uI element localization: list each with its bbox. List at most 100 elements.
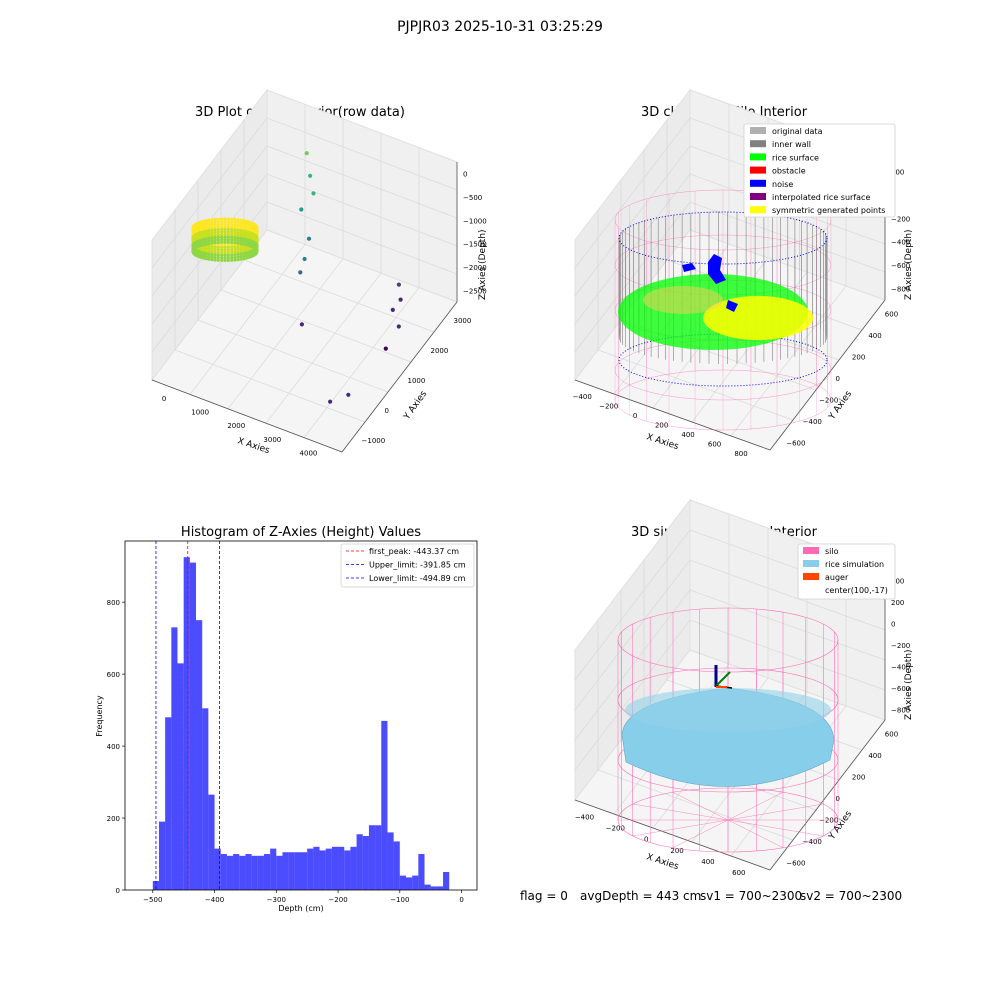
cluster-point bbox=[207, 252, 211, 256]
legend-label: obstacle bbox=[772, 167, 806, 176]
x-tick-label: 200 bbox=[655, 421, 668, 429]
histogram-bar bbox=[177, 663, 184, 890]
cluster-point bbox=[199, 230, 203, 234]
grid-line bbox=[574, 201, 886, 353]
x-tick-label: −400 bbox=[573, 393, 592, 401]
histogram-bar bbox=[214, 848, 221, 890]
status-footer: flag = 0 avgDepth = 443 cm sv1 = 700~230… bbox=[520, 889, 902, 903]
cluster-point bbox=[202, 232, 206, 236]
data-point bbox=[383, 346, 388, 351]
noise-cluster bbox=[726, 300, 738, 312]
legend-label: silo bbox=[825, 547, 839, 556]
cluster-point bbox=[204, 232, 208, 236]
cluster-point bbox=[216, 228, 220, 232]
raw-plot-main-cluster bbox=[191, 217, 259, 262]
cluster-point bbox=[213, 248, 217, 252]
grid-line bbox=[303, 147, 420, 438]
cluster-point bbox=[244, 248, 248, 252]
silo-floor-spoke bbox=[632, 819, 729, 837]
cluster-point bbox=[230, 235, 234, 239]
cluster-point bbox=[223, 233, 227, 237]
cluster-point bbox=[244, 243, 248, 247]
cluster-point bbox=[220, 258, 224, 262]
legend-swatch bbox=[750, 206, 766, 214]
cluster-point bbox=[199, 243, 203, 247]
cluster-point bbox=[204, 224, 208, 228]
grid-line bbox=[227, 118, 344, 410]
cluster-point bbox=[202, 248, 206, 252]
cluster-point bbox=[226, 248, 230, 252]
cluster-point bbox=[207, 255, 211, 259]
x-tick-label: −400 bbox=[205, 896, 224, 904]
cluster-point bbox=[236, 245, 240, 249]
histogram-bar bbox=[282, 852, 289, 890]
cluster-point bbox=[216, 235, 220, 239]
cluster-point bbox=[202, 219, 206, 223]
cluster-point bbox=[230, 228, 234, 232]
cluster-point bbox=[202, 227, 206, 231]
raw-plot-outlier-points bbox=[298, 151, 403, 404]
cluster-point bbox=[233, 253, 237, 257]
cluster-point bbox=[239, 234, 243, 238]
legend-label: rice simulation bbox=[825, 560, 884, 569]
cluster-point bbox=[220, 248, 224, 252]
cluster-point bbox=[202, 224, 206, 229]
cluster-point bbox=[239, 252, 243, 256]
y-tick-label: 600 bbox=[885, 731, 898, 739]
cluster-point bbox=[239, 218, 243, 222]
cluster-point bbox=[244, 256, 248, 260]
raw-plot-axes-box bbox=[151, 88, 458, 453]
cluster-point bbox=[223, 222, 227, 226]
cluster-point bbox=[213, 253, 217, 257]
cluster-point bbox=[226, 243, 230, 247]
cluster-point bbox=[230, 233, 234, 237]
cluster-point bbox=[239, 247, 243, 251]
cluster-point bbox=[223, 243, 227, 247]
cluster-point bbox=[220, 220, 224, 224]
cluster-point bbox=[210, 255, 214, 259]
histogram-bar bbox=[338, 846, 345, 890]
cluster-point bbox=[236, 239, 240, 243]
cluster-point bbox=[244, 235, 248, 239]
cluster-point bbox=[213, 225, 217, 229]
cluster-point bbox=[223, 217, 227, 221]
cluster-point bbox=[239, 255, 243, 259]
histogram-bar bbox=[430, 886, 437, 890]
data-point bbox=[390, 307, 395, 312]
histogram-bar bbox=[412, 875, 419, 890]
cluster-point bbox=[204, 219, 208, 223]
cluster-point bbox=[226, 220, 230, 224]
cluster-point bbox=[223, 227, 227, 231]
noise-ring bbox=[618, 333, 828, 387]
cluster-point bbox=[202, 253, 206, 258]
cluster-point bbox=[216, 225, 220, 229]
cluster-point bbox=[230, 250, 234, 254]
cluster-point bbox=[230, 256, 234, 260]
cluster-point bbox=[204, 254, 208, 258]
cluster-point bbox=[233, 223, 237, 227]
raw-plot-y-label: Y Axies bbox=[402, 389, 430, 422]
histogram-y-label: Frequency bbox=[95, 695, 104, 737]
y-tick-label: −600 bbox=[786, 859, 805, 867]
grid-line bbox=[574, 619, 886, 771]
cluster-point bbox=[202, 230, 206, 234]
cluster-point bbox=[202, 246, 206, 250]
cluster-point bbox=[210, 245, 214, 249]
grid-line bbox=[730, 556, 847, 857]
histogram-bar bbox=[381, 720, 388, 890]
silo-floor-spoke bbox=[727, 819, 824, 837]
cluster-point bbox=[202, 222, 206, 226]
z-tick-label: −600 bbox=[891, 685, 910, 693]
data-point bbox=[299, 322, 304, 327]
cluster-point bbox=[207, 236, 211, 240]
x-tick-label: −400 bbox=[575, 814, 594, 822]
panel-simulation-3d: 3D simulation of Silo Interior −400−2000… bbox=[574, 498, 914, 877]
x-tick-label: −200 bbox=[606, 825, 625, 833]
y-tick-label: 600 bbox=[885, 311, 898, 319]
histogram-bar bbox=[362, 836, 369, 890]
cluster-point bbox=[242, 232, 246, 236]
cluster-point bbox=[199, 233, 203, 237]
x-tick-label: 4000 bbox=[300, 450, 318, 458]
cluster-point bbox=[204, 251, 208, 256]
y-tick-label: 400 bbox=[868, 332, 881, 340]
